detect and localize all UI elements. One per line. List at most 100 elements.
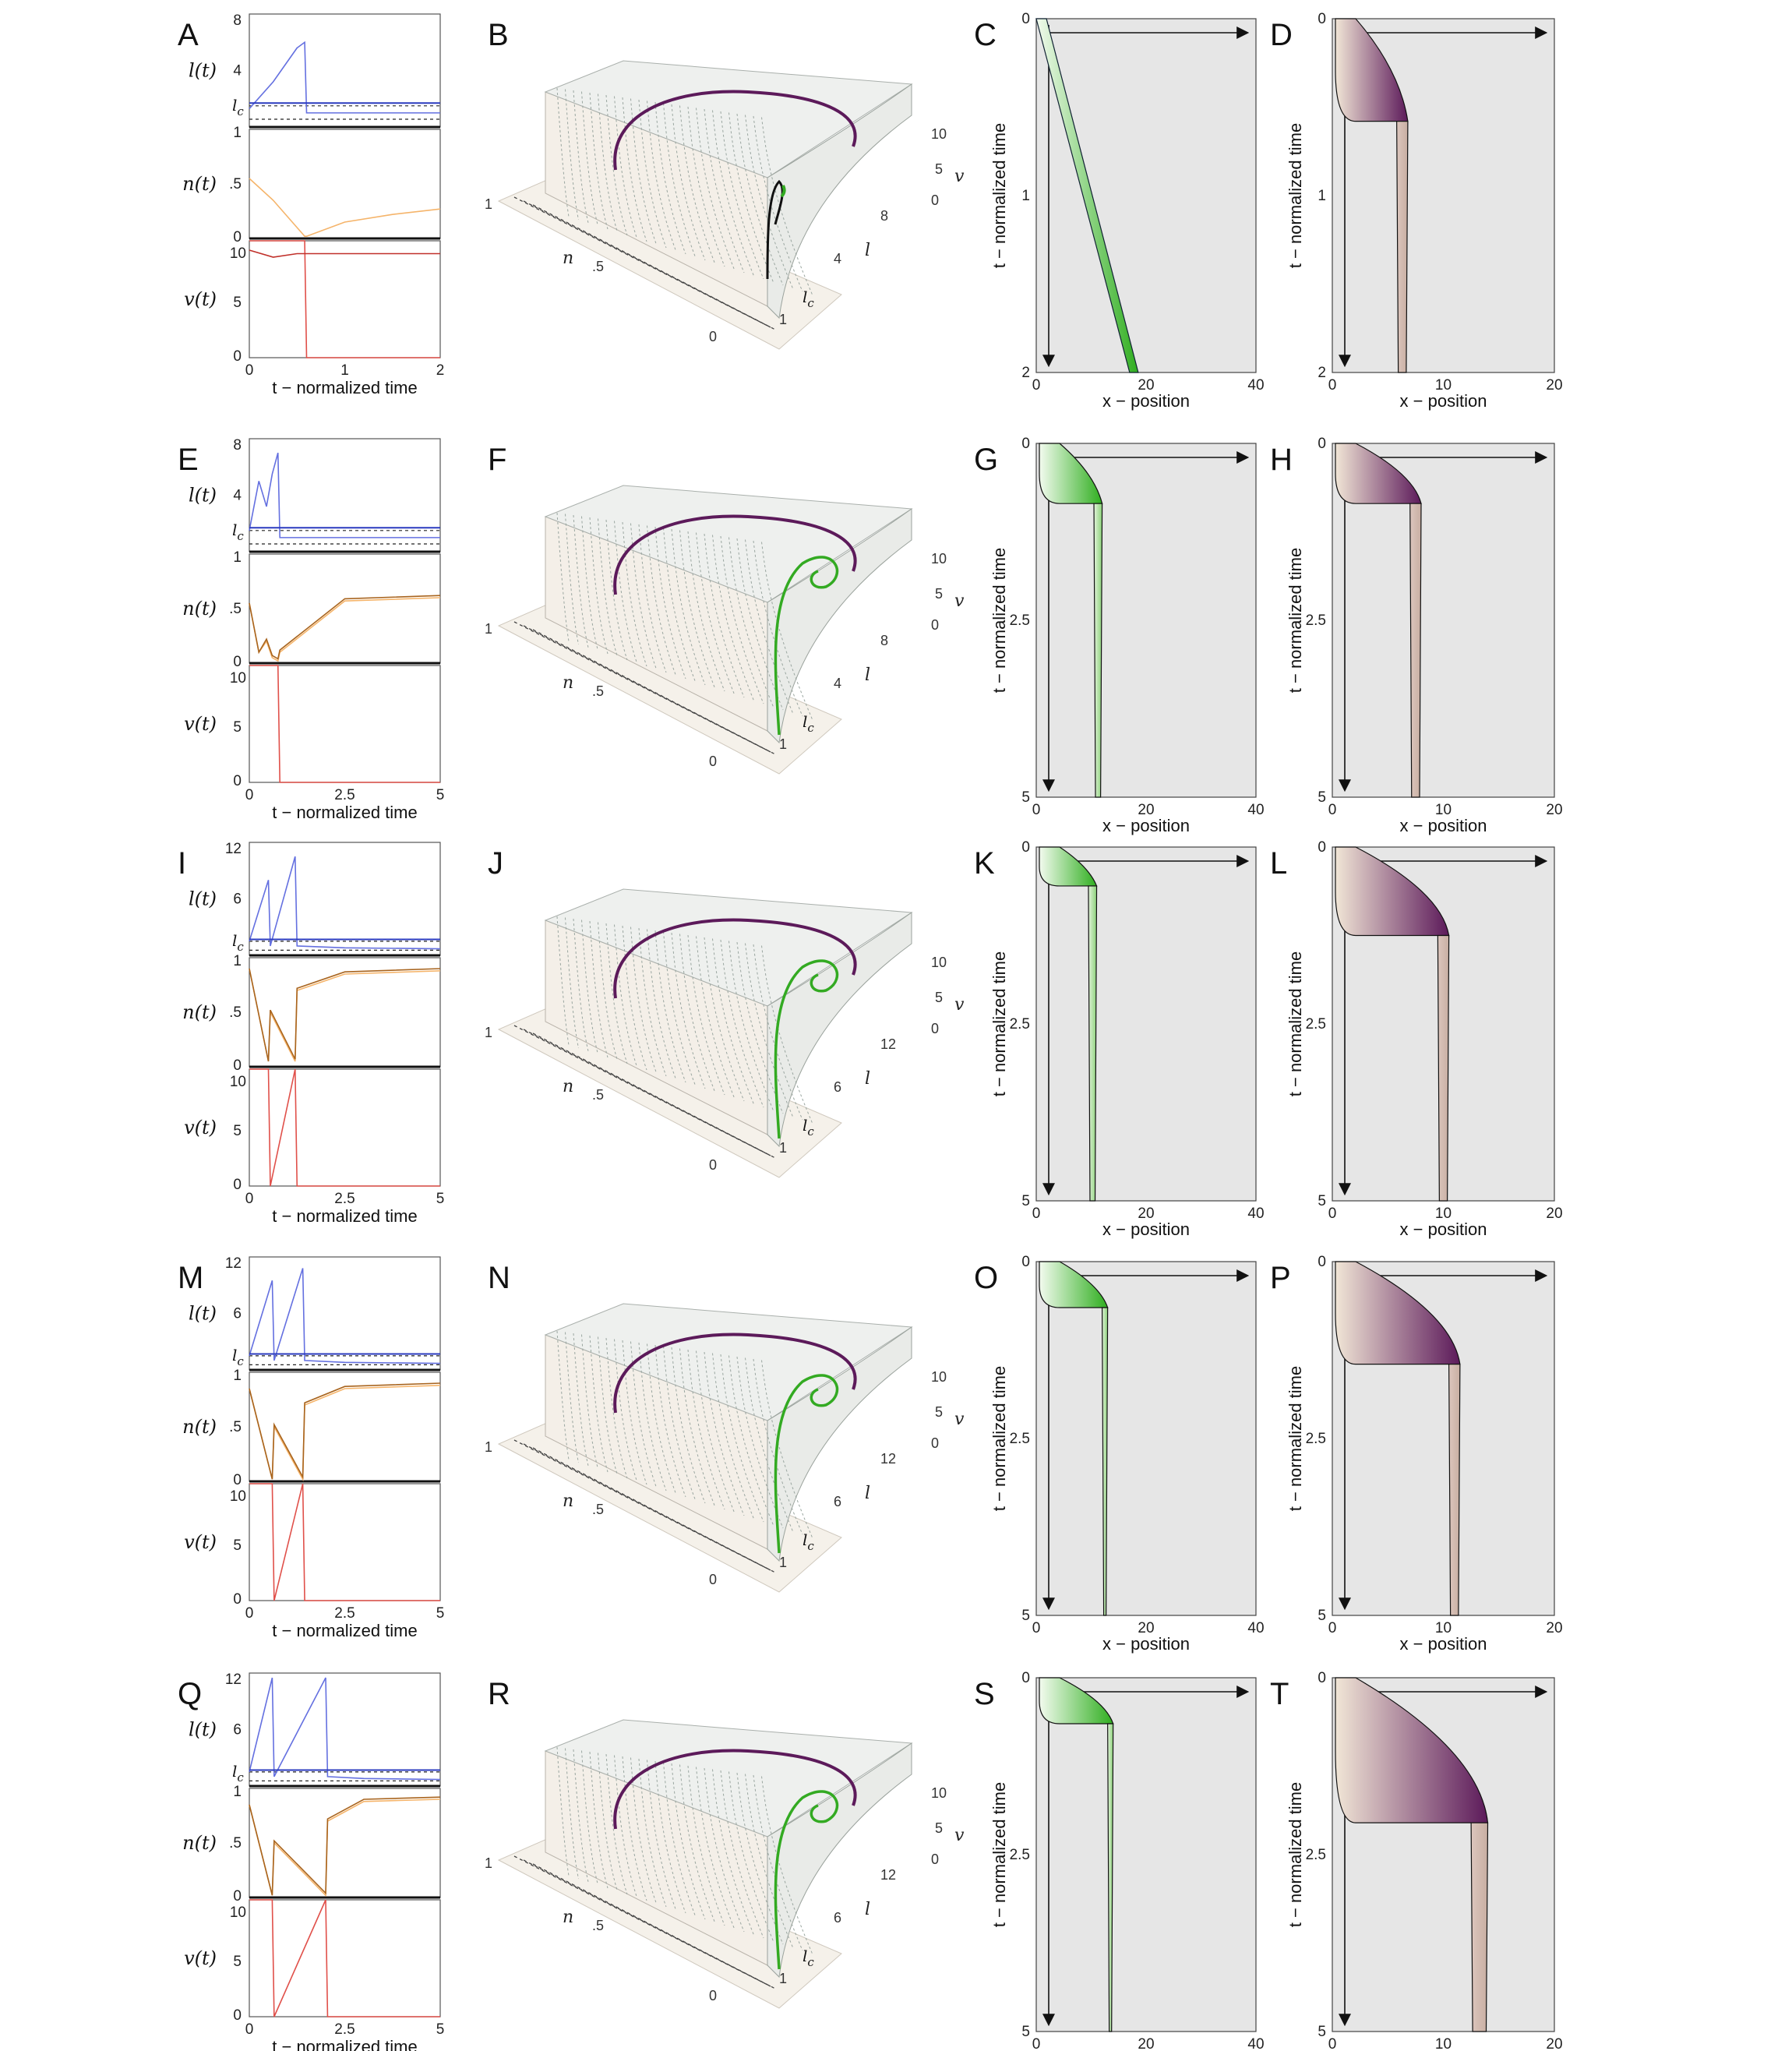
t-tick: 0 [245,1605,254,1622]
streamline [556,1746,570,1876]
v-axis-label: v(t) [184,713,217,735]
time-axis-label: t − normalized time [272,378,417,397]
n3d-tick: .5 [592,1087,604,1103]
streamline [712,1769,754,1936]
panel-label: A [178,18,199,52]
floor-dashed-line [532,204,778,331]
v-series-line [249,1068,440,1187]
streamline [696,1350,735,1513]
l3d-axis-label: l [865,1900,870,1919]
panel-label: N [488,1261,510,1295]
n3d-tick: 0 [709,1988,717,2003]
t-tick: 5 [436,787,445,803]
y-axis-label: t − normalized time [1286,1366,1305,1511]
streamline [589,920,609,1058]
x-axis-label: x − position [1400,391,1487,411]
n3d-tick: .5 [592,1502,604,1517]
k-t-tick: 0 [1318,1670,1326,1686]
floor-dashed-line [523,1029,773,1157]
streamline [671,104,706,261]
streamline [565,917,579,1049]
l3d-lc-tick: lc [803,288,814,310]
v3d-axis-label: v [954,995,965,1015]
streamline [720,1770,764,1939]
streamline [614,1755,637,1898]
x-axis-label: x − position [1102,391,1190,411]
x-axis-label: x − position [1400,816,1487,835]
burst-region [1335,846,1450,937]
streamline [654,1760,686,1914]
y-axis-label: t − normalized time [1286,548,1305,693]
n-subplot-frame [249,553,441,664]
x-axis-label: x − position [1400,1220,1487,1239]
streamline [720,111,764,280]
streamline [614,521,637,664]
k-x-tick: 20 [1546,802,1562,818]
l3d-axis-label: l [865,1069,870,1089]
n-tick: 1 [233,549,242,566]
t-tick: 2.5 [334,1605,355,1622]
l-series-line [249,452,440,538]
streamline [581,1750,598,1886]
streamline [647,929,676,1080]
streamline [761,542,813,720]
y-axis-label: t − normalized time [1286,1782,1305,1927]
streamline [720,939,764,1108]
stationary-tail [1396,121,1409,373]
v3d-tick: 5 [935,586,943,602]
n3d-tick: 1 [485,1855,492,1871]
v-axis-label: v(t) [184,1947,217,1969]
streamline [614,924,637,1068]
streamline [573,90,589,224]
y-axis-label: t − normalized time [1286,951,1305,1096]
v-tick: 0 [233,1591,242,1608]
l-series-line [249,1268,441,1364]
lc-tick: lc [232,96,244,118]
t-tick: 2.5 [334,2021,355,2038]
streamline [638,99,667,249]
streamline [671,528,706,686]
v-tick: 5 [233,1954,242,1970]
streamline [654,930,686,1083]
floor-dashed-line [532,1033,778,1160]
v-series-line [249,665,440,783]
k-t-tick: 5 [1021,1608,1030,1624]
stationary-tail [1088,885,1098,1202]
k-t-tick: 0 [1318,839,1326,856]
purple-trajectory [613,1749,857,1830]
streamline [728,1355,774,1526]
panel-label: H [1270,443,1293,477]
l-axis-label: l(t) [189,485,217,507]
streamline [679,530,715,689]
n-axis-label: n(t) [182,1001,217,1023]
streamline [589,1335,609,1473]
streamline [638,1342,667,1491]
v3d-tick: 0 [931,1852,939,1867]
n3d-tick: 0 [709,1157,717,1173]
n-tick: 1 [233,1368,242,1384]
l3d-tick: 6 [834,1494,841,1509]
x-axis-label: x − position [1102,1634,1190,1654]
k-x-tick: 20 [1546,2036,1562,2051]
streamline [630,1341,657,1488]
v3d-axis-label: v [954,1826,965,1845]
l-series-line [249,41,440,114]
streamline [696,532,735,695]
v-tick: 5 [233,1537,242,1554]
streamline [704,1767,745,1933]
streamline [581,1334,598,1470]
streamline [753,115,803,292]
time-axis-label: t − normalized time [272,1621,417,1640]
streamline [605,923,628,1064]
k-x-tick: 0 [1032,2036,1041,2051]
floor-dashed-line [523,1443,773,1572]
n3d-tick: 0 [709,1572,717,1587]
k-x-tick: 0 [1328,802,1337,818]
streamline [605,1753,628,1895]
v-axis-label: v(t) [184,1531,217,1553]
